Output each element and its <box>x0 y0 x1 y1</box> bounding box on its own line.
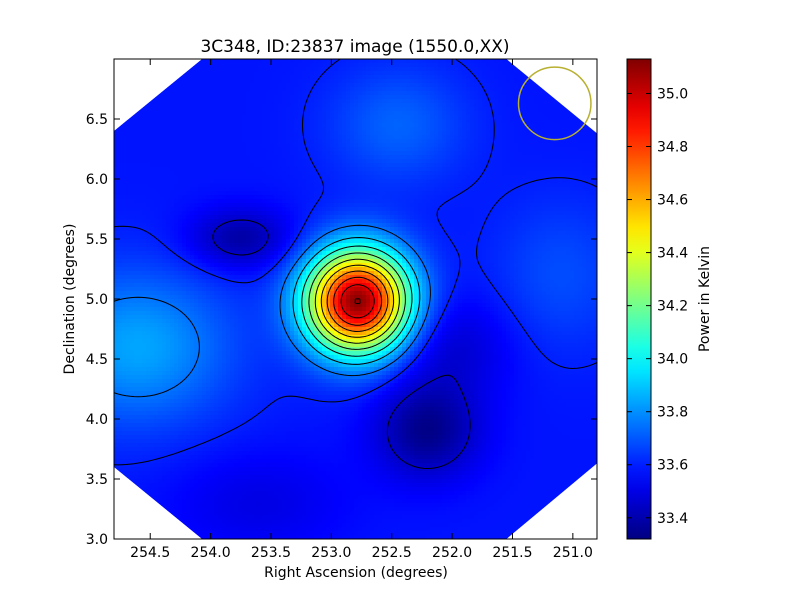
y-tick-label: 6.5 <box>86 112 108 128</box>
contour-line <box>308 252 406 350</box>
colorbar-label: Power in Kelvin <box>697 246 713 352</box>
contour-line <box>326 270 389 332</box>
contour-line <box>114 59 597 466</box>
contour-line <box>314 258 400 344</box>
x-tick-label: 253.0 <box>311 545 351 561</box>
colorbar-tick-label: 34.0 <box>657 352 688 368</box>
colorbar: 33.4 33.6 33.8 34.0 34.2 34.4 34.6 34.8 35.0 Pow… <box>626 58 713 540</box>
contour-line <box>292 237 421 365</box>
y-axis-label: Declination (degrees) <box>62 224 78 375</box>
contour-line <box>212 219 471 469</box>
colorbar-tick-label: 34.6 <box>657 193 688 209</box>
contour-line <box>340 284 375 319</box>
x-tick-label: 251.5 <box>492 545 532 561</box>
x-axis-label: Right Ascension (degrees) <box>264 565 448 581</box>
x-tick-label: 254.5 <box>130 545 170 561</box>
beam-marker <box>517 66 592 141</box>
colorbar-tick-label: 33.8 <box>657 405 688 421</box>
y-tick-label: 4.0 <box>86 412 108 428</box>
colorbar-tick-label: 35.0 <box>657 86 688 102</box>
contour-lines <box>114 59 597 469</box>
colorbar-tick-label: 33.6 <box>657 458 688 474</box>
heatmap-image <box>114 59 597 539</box>
y-tick-label: 5.5 <box>86 232 108 248</box>
colorbar-gradient <box>627 59 651 539</box>
colorbar-ticks: 33.4 33.6 33.8 34.0 34.2 34.4 34.6 34.8 35.0 <box>627 86 688 527</box>
x-axis-ticks: 254.5 254.0 253.5 253.0 252.5 252.0 251.5 251.0 <box>130 59 593 561</box>
x-tick-label: 251.0 <box>553 545 593 561</box>
y-tick-label: 3.5 <box>86 472 108 488</box>
chart-title: 3C348, ID:23837 image (1550.0,XX) <box>200 37 509 57</box>
y-tick-label: 6.0 <box>86 172 108 188</box>
x-tick-label: 252.0 <box>432 545 472 561</box>
y-axis-ticks: 3.0 3.5 4.0 4.5 5.0 5.5 6.0 6.5 <box>86 112 597 548</box>
y-tick-label: 4.5 <box>86 352 108 368</box>
colorbar-tick-label: 34.2 <box>657 299 688 315</box>
colorbar-frame <box>626 58 652 540</box>
x-tick-label: 254.0 <box>191 545 231 561</box>
y-tick-label: 3.0 <box>86 532 108 548</box>
contour-line <box>320 264 395 338</box>
colorbar-tick-label: 34.4 <box>657 246 688 262</box>
y-tick-label: 5.0 <box>86 292 108 308</box>
x-tick-label: 252.5 <box>372 545 412 561</box>
contour-line <box>333 276 383 326</box>
colorbar-tick-label: 34.8 <box>657 140 688 156</box>
plot-area: 254.5 254.0 253.5 253.0 252.5 252.0 251.5 251.0… <box>86 58 598 561</box>
contour-line <box>114 224 431 398</box>
x-tick-label: 253.5 <box>251 545 291 561</box>
contour-line <box>301 245 413 357</box>
contour-line <box>354 298 361 305</box>
colorbar-tick-label: 33.4 <box>657 511 688 527</box>
